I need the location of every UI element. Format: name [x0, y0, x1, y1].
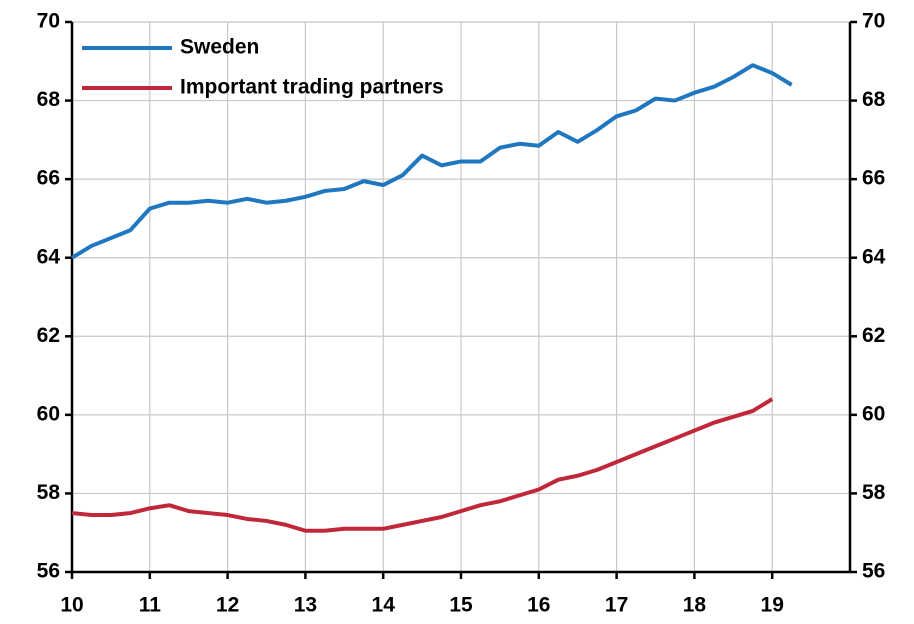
y2-tick-label: 56 [862, 560, 885, 583]
x-tick-label: 18 [683, 594, 707, 617]
series-line [71, 397, 774, 533]
x-tick-label: 13 [294, 594, 317, 617]
legend-label: Sweden [180, 36, 259, 59]
y-tick-label: 58 [37, 481, 61, 504]
y-tick-label: 62 [37, 324, 60, 347]
y-tick-label: 66 [37, 167, 60, 190]
x-tick-label: 11 [139, 594, 162, 617]
x-tick-label: 15 [449, 594, 473, 617]
y2-tick-label: 68 [862, 88, 886, 111]
x-tick-label: 19 [761, 594, 784, 617]
x-tick-label: 14 [372, 594, 396, 617]
y2-tick-label: 70 [862, 10, 885, 33]
x-tick-label: 17 [605, 594, 628, 617]
y-tick-label: 64 [37, 245, 61, 268]
series-line [70, 63, 793, 260]
x-tick-label: 12 [216, 594, 239, 617]
y2-tick-label: 66 [862, 167, 885, 190]
y2-tick-label: 62 [862, 324, 885, 347]
legend-label: Important trading partners [180, 76, 444, 99]
y2-tick-label: 64 [862, 245, 886, 268]
x-tick-label: 16 [527, 594, 550, 617]
y2-tick-label: 58 [862, 481, 886, 504]
y2-tick-label: 60 [862, 402, 885, 425]
y-tick-label: 60 [37, 402, 60, 425]
x-tick-label: 10 [60, 594, 83, 617]
y-tick-label: 56 [37, 560, 60, 583]
y-tick-label: 68 [37, 88, 61, 111]
y-tick-label: 70 [37, 10, 60, 33]
